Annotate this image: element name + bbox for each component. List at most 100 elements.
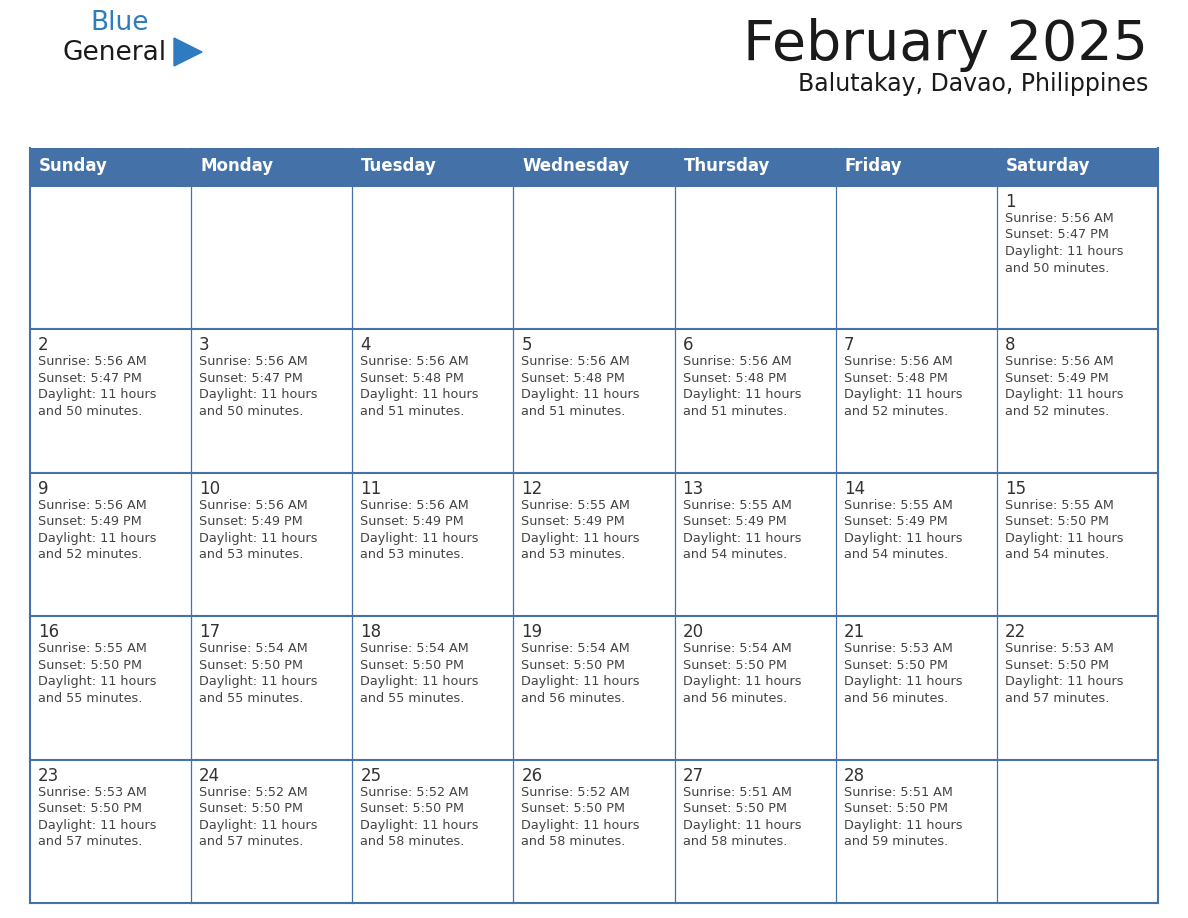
Bar [30, 759, 191, 903]
Bar [835, 616, 997, 759]
Text: Sunset: 5:49 PM: Sunset: 5:49 PM [1005, 372, 1108, 385]
Bar [675, 616, 835, 759]
Text: Sunrise: 5:55 AM: Sunrise: 5:55 AM [843, 498, 953, 512]
Text: and 57 minutes.: and 57 minutes. [1005, 691, 1110, 705]
Text: Sunrise: 5:56 AM: Sunrise: 5:56 AM [38, 498, 147, 512]
Text: Daylight: 11 hours: Daylight: 11 hours [38, 819, 157, 832]
Bar [675, 148, 835, 186]
Text: Sunrise: 5:54 AM: Sunrise: 5:54 AM [360, 643, 469, 655]
Text: Daylight: 11 hours: Daylight: 11 hours [200, 676, 317, 688]
Text: 17: 17 [200, 623, 220, 641]
Text: 11: 11 [360, 480, 381, 498]
Text: Daylight: 11 hours: Daylight: 11 hours [683, 819, 801, 832]
Text: Daylight: 11 hours: Daylight: 11 hours [1005, 388, 1124, 401]
Text: Daylight: 11 hours: Daylight: 11 hours [1005, 676, 1124, 688]
Bar [30, 186, 191, 330]
Text: 3: 3 [200, 336, 210, 354]
Text: Sunset: 5:50 PM: Sunset: 5:50 PM [843, 659, 948, 672]
Text: Sunset: 5:50 PM: Sunset: 5:50 PM [360, 659, 465, 672]
Bar [675, 186, 835, 330]
Text: Sunrise: 5:56 AM: Sunrise: 5:56 AM [200, 355, 308, 368]
Text: 5: 5 [522, 336, 532, 354]
Text: Sunset: 5:50 PM: Sunset: 5:50 PM [200, 802, 303, 815]
Text: Sunrise: 5:52 AM: Sunrise: 5:52 AM [360, 786, 469, 799]
Text: and 51 minutes.: and 51 minutes. [522, 405, 626, 418]
Text: 16: 16 [38, 623, 59, 641]
Bar [675, 759, 835, 903]
Text: Daylight: 11 hours: Daylight: 11 hours [1005, 245, 1124, 258]
Text: Sunrise: 5:56 AM: Sunrise: 5:56 AM [1005, 355, 1113, 368]
Text: Sunset: 5:47 PM: Sunset: 5:47 PM [38, 372, 141, 385]
Text: Daylight: 11 hours: Daylight: 11 hours [360, 532, 479, 544]
Text: 21: 21 [843, 623, 865, 641]
Text: 9: 9 [38, 480, 49, 498]
Bar [353, 330, 513, 473]
Text: Sunrise: 5:56 AM: Sunrise: 5:56 AM [843, 355, 953, 368]
Text: and 53 minutes.: and 53 minutes. [360, 548, 465, 561]
Text: Sunrise: 5:53 AM: Sunrise: 5:53 AM [38, 786, 147, 799]
Text: and 53 minutes.: and 53 minutes. [522, 548, 626, 561]
Text: and 58 minutes.: and 58 minutes. [522, 835, 626, 848]
Text: Sunrise: 5:52 AM: Sunrise: 5:52 AM [522, 786, 630, 799]
Bar [513, 616, 675, 759]
Text: and 54 minutes.: and 54 minutes. [683, 548, 786, 561]
Text: Daylight: 11 hours: Daylight: 11 hours [843, 676, 962, 688]
Text: Sunrise: 5:56 AM: Sunrise: 5:56 AM [360, 498, 469, 512]
Bar [513, 473, 675, 616]
Text: and 57 minutes.: and 57 minutes. [38, 835, 143, 848]
Text: and 56 minutes.: and 56 minutes. [522, 691, 626, 705]
Text: 6: 6 [683, 336, 693, 354]
Text: Sunrise: 5:56 AM: Sunrise: 5:56 AM [38, 355, 147, 368]
Text: Sunrise: 5:54 AM: Sunrise: 5:54 AM [683, 643, 791, 655]
Bar [191, 759, 353, 903]
Text: and 56 minutes.: and 56 minutes. [683, 691, 786, 705]
Bar [30, 330, 191, 473]
Bar [997, 616, 1158, 759]
Text: Sunset: 5:50 PM: Sunset: 5:50 PM [683, 659, 786, 672]
Text: 8: 8 [1005, 336, 1016, 354]
Text: Tuesday: Tuesday [361, 157, 437, 175]
Text: Sunset: 5:47 PM: Sunset: 5:47 PM [1005, 229, 1108, 241]
Text: Sunset: 5:49 PM: Sunset: 5:49 PM [843, 515, 948, 528]
Text: Sunset: 5:48 PM: Sunset: 5:48 PM [683, 372, 786, 385]
Text: Sunrise: 5:55 AM: Sunrise: 5:55 AM [1005, 498, 1113, 512]
Text: Sunset: 5:49 PM: Sunset: 5:49 PM [38, 515, 141, 528]
Text: Wednesday: Wednesday [523, 157, 630, 175]
Text: Daylight: 11 hours: Daylight: 11 hours [522, 819, 640, 832]
Polygon shape [173, 38, 202, 66]
Bar [353, 616, 513, 759]
Text: Daylight: 11 hours: Daylight: 11 hours [843, 388, 962, 401]
Bar [997, 759, 1158, 903]
Text: Sunset: 5:49 PM: Sunset: 5:49 PM [522, 515, 625, 528]
Text: and 52 minutes.: and 52 minutes. [843, 405, 948, 418]
Bar [191, 186, 353, 330]
Text: 19: 19 [522, 623, 543, 641]
Text: Daylight: 11 hours: Daylight: 11 hours [200, 532, 317, 544]
Bar [191, 148, 353, 186]
Text: Sunset: 5:50 PM: Sunset: 5:50 PM [843, 802, 948, 815]
Text: Sunrise: 5:53 AM: Sunrise: 5:53 AM [1005, 643, 1113, 655]
Bar [353, 148, 513, 186]
Text: Daylight: 11 hours: Daylight: 11 hours [843, 819, 962, 832]
Text: 14: 14 [843, 480, 865, 498]
Text: 10: 10 [200, 480, 220, 498]
Bar [835, 186, 997, 330]
Text: Sunrise: 5:55 AM: Sunrise: 5:55 AM [38, 643, 147, 655]
Text: 1: 1 [1005, 193, 1016, 211]
Bar [513, 186, 675, 330]
Text: Sunset: 5:50 PM: Sunset: 5:50 PM [683, 802, 786, 815]
Text: Sunset: 5:49 PM: Sunset: 5:49 PM [200, 515, 303, 528]
Text: Sunrise: 5:55 AM: Sunrise: 5:55 AM [683, 498, 791, 512]
Text: Sunrise: 5:51 AM: Sunrise: 5:51 AM [683, 786, 791, 799]
Bar [835, 330, 997, 473]
Text: and 56 minutes.: and 56 minutes. [843, 691, 948, 705]
Text: Blue: Blue [90, 10, 148, 36]
Text: Daylight: 11 hours: Daylight: 11 hours [38, 388, 157, 401]
Bar [513, 330, 675, 473]
Text: and 55 minutes.: and 55 minutes. [200, 691, 303, 705]
Text: Sunset: 5:50 PM: Sunset: 5:50 PM [522, 802, 625, 815]
Text: Sunrise: 5:55 AM: Sunrise: 5:55 AM [522, 498, 631, 512]
Text: Daylight: 11 hours: Daylight: 11 hours [1005, 532, 1124, 544]
Text: Sunrise: 5:53 AM: Sunrise: 5:53 AM [843, 643, 953, 655]
Text: Daylight: 11 hours: Daylight: 11 hours [360, 388, 479, 401]
